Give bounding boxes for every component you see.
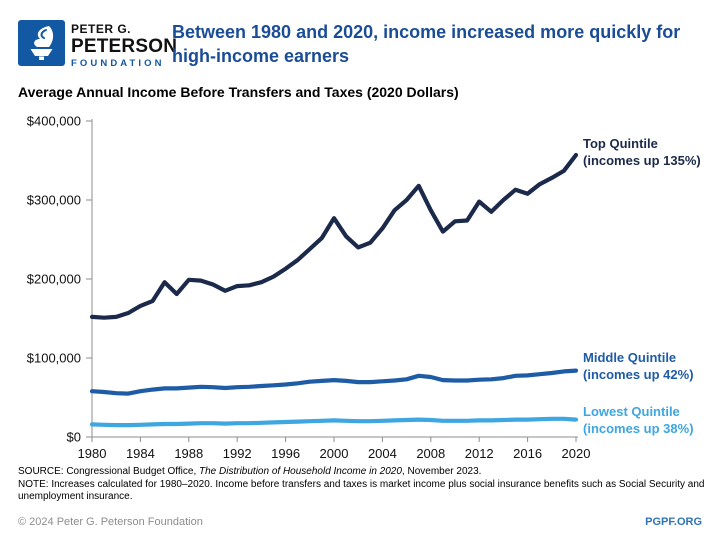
pgpf-org-link[interactable]: PGPF.ORG — [645, 516, 702, 528]
svg-text:2012: 2012 — [465, 446, 494, 461]
source-line: SOURCE: Congressional Budget Office, The… — [18, 466, 710, 479]
svg-text:$400,000: $400,000 — [27, 114, 81, 129]
copyright-text: © 2024 Peter G. Peterson Foundation — [18, 516, 203, 528]
svg-text:2000: 2000 — [320, 446, 349, 461]
annotation-top-quintile: Top Quintile (incomes up 135%) — [583, 135, 701, 169]
logo-line2: PETERSON — [71, 36, 178, 57]
svg-text:1980: 1980 — [78, 446, 107, 461]
svg-text:1992: 1992 — [223, 446, 252, 461]
annotation-lowest-quintile-name: Lowest Quintile — [583, 404, 680, 419]
logo-line1: PETER G. — [71, 22, 132, 36]
svg-text:1984: 1984 — [126, 446, 155, 461]
annotation-middle-quintile-change: (incomes up 42%) — [583, 367, 694, 382]
annotation-middle-quintile-name: Middle Quintile — [583, 350, 677, 365]
svg-text:2020: 2020 — [562, 446, 591, 461]
svg-text:1996: 1996 — [271, 446, 300, 461]
page-title: Between 1980 and 2020, income increased … — [172, 22, 681, 66]
svg-text:$300,000: $300,000 — [27, 193, 81, 208]
chart-subtitle: Average Annual Income Before Transfers a… — [18, 84, 459, 100]
source-suffix: , November 2023. — [401, 466, 482, 477]
note-line: NOTE: Increases calculated for 1980–2020… — [18, 478, 705, 503]
svg-text:$100,000: $100,000 — [27, 351, 81, 366]
svg-text:2004: 2004 — [368, 446, 397, 461]
svg-text:$0: $0 — [67, 430, 81, 445]
pgpf-logo: PETER G. PETERSON FOUNDATION — [18, 20, 177, 69]
logo-line3: FOUNDATION — [71, 58, 165, 69]
annotation-top-quintile-change: (incomes up 135%) — [583, 153, 701, 168]
source-prefix: SOURCE: Congressional Budget Office, — [18, 466, 200, 477]
logo-wordmark: PETER G. PETERSON FOUNDATION — [71, 20, 177, 69]
annotation-middle-quintile: Middle Quintile (incomes up 42%) — [583, 349, 694, 383]
source-note-block: SOURCE: Congressional Budget Office, The… — [18, 466, 710, 504]
svg-text:$200,000: $200,000 — [27, 272, 81, 287]
svg-text:1988: 1988 — [174, 446, 203, 461]
income-line-chart: $0 $100,000 $200,000 $300,000 $400,000 1980 19… — [27, 114, 591, 462]
torch-icon — [18, 20, 65, 66]
source-report-title: The Distribution of Household Income in … — [199, 466, 402, 477]
annotation-lowest-quintile-change: (incomes up 38%) — [583, 421, 694, 436]
svg-text:2008: 2008 — [416, 446, 445, 461]
annotation-lowest-quintile: Lowest Quintile (incomes up 38%) — [583, 403, 694, 437]
svg-text:2016: 2016 — [513, 446, 542, 461]
annotation-top-quintile-name: Top Quintile — [583, 136, 658, 151]
